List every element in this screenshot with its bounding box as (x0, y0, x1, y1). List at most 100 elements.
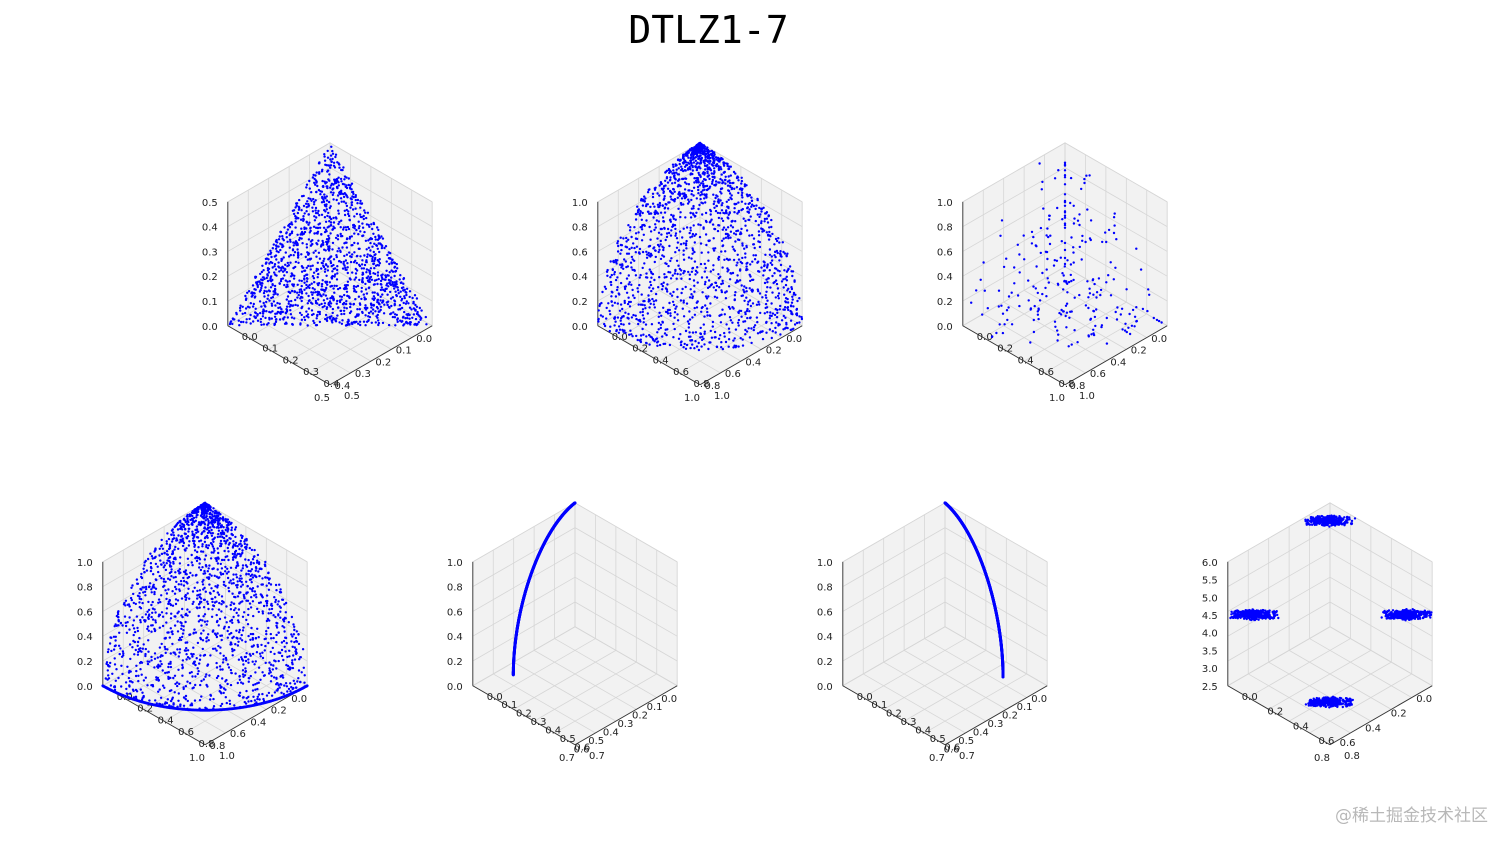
data-point (351, 208, 355, 211)
data-point (615, 262, 618, 265)
data-point (326, 265, 329, 268)
data-point (316, 212, 319, 215)
data-point (608, 329, 611, 333)
data-point (396, 320, 399, 323)
z-tick-label: 0.5 (202, 198, 218, 209)
data-point (1053, 177, 1057, 180)
data-point (712, 286, 715, 289)
data-point (1115, 318, 1119, 321)
data-point (659, 227, 662, 231)
data-point (665, 235, 669, 239)
data-point (327, 258, 330, 261)
y-tick-label: 1.0 (219, 751, 235, 762)
data-point (390, 312, 393, 315)
data-point (986, 307, 989, 310)
data-point (326, 316, 329, 319)
data-point (336, 272, 339, 275)
data-point (610, 273, 613, 277)
data-point (726, 270, 729, 273)
data-point (326, 156, 330, 159)
data-point (357, 247, 360, 250)
data-point (302, 232, 306, 235)
data-point (1072, 251, 1075, 254)
data-point (260, 284, 263, 288)
data-point (254, 660, 257, 663)
data-point (719, 275, 722, 278)
data-point (721, 266, 724, 269)
data-point (251, 305, 255, 308)
data-point (628, 247, 631, 251)
data-point (682, 227, 685, 230)
data-point (1127, 326, 1130, 329)
data-point (613, 273, 616, 276)
data-point (661, 321, 664, 324)
data-point (197, 670, 200, 673)
data-point (758, 245, 762, 249)
data-point (787, 308, 790, 312)
data-point (294, 226, 297, 229)
data-point (305, 210, 308, 213)
data-point (300, 237, 303, 240)
data-point (726, 216, 729, 219)
data-point (208, 564, 211, 567)
data-point (374, 238, 377, 241)
data-point (642, 317, 646, 320)
data-point (710, 163, 713, 166)
data-point (699, 332, 702, 335)
data-point (267, 691, 271, 695)
data-point (233, 528, 237, 531)
data-point (294, 636, 298, 640)
data-point (661, 245, 664, 248)
data-point (675, 164, 678, 167)
data-point (648, 268, 651, 271)
data-point (150, 659, 153, 662)
data-point (721, 228, 724, 231)
data-point (224, 570, 227, 573)
data-point (237, 319, 240, 322)
data-point (739, 309, 743, 313)
data-point (387, 285, 390, 288)
data-point (619, 281, 623, 285)
data-point (616, 316, 620, 319)
data-point (395, 262, 398, 266)
data-point (320, 233, 323, 236)
data-point (354, 298, 357, 301)
data-point (743, 299, 746, 302)
data-point (352, 287, 356, 290)
data-point (765, 296, 768, 299)
data-point (215, 575, 218, 578)
data-point (1055, 259, 1059, 262)
data-point (385, 301, 388, 304)
data-point (774, 307, 777, 311)
data-point (283, 226, 286, 229)
data-point (748, 299, 752, 302)
data-point (165, 542, 168, 545)
data-point (789, 305, 793, 308)
data-point (771, 274, 774, 278)
data-point (324, 294, 328, 297)
data-point (774, 326, 777, 330)
data-point (320, 201, 324, 204)
data-point (753, 246, 756, 250)
data-point (287, 264, 290, 267)
data-point (1060, 240, 1064, 243)
data-point (774, 250, 777, 254)
data-point (354, 195, 357, 199)
data-point (294, 206, 297, 209)
data-point (614, 278, 618, 282)
data-point (719, 334, 722, 337)
data-point (621, 263, 624, 266)
data-point (354, 276, 358, 279)
data-point (659, 323, 663, 326)
data-point (676, 272, 679, 276)
data-point (700, 310, 703, 313)
data-point (278, 583, 281, 586)
data-point (692, 161, 696, 164)
data-point (325, 199, 329, 202)
data-point (307, 238, 311, 241)
data-point (412, 313, 416, 316)
data-point (294, 240, 298, 243)
data-point (791, 274, 794, 278)
data-point (633, 268, 636, 272)
data-point (374, 253, 377, 256)
